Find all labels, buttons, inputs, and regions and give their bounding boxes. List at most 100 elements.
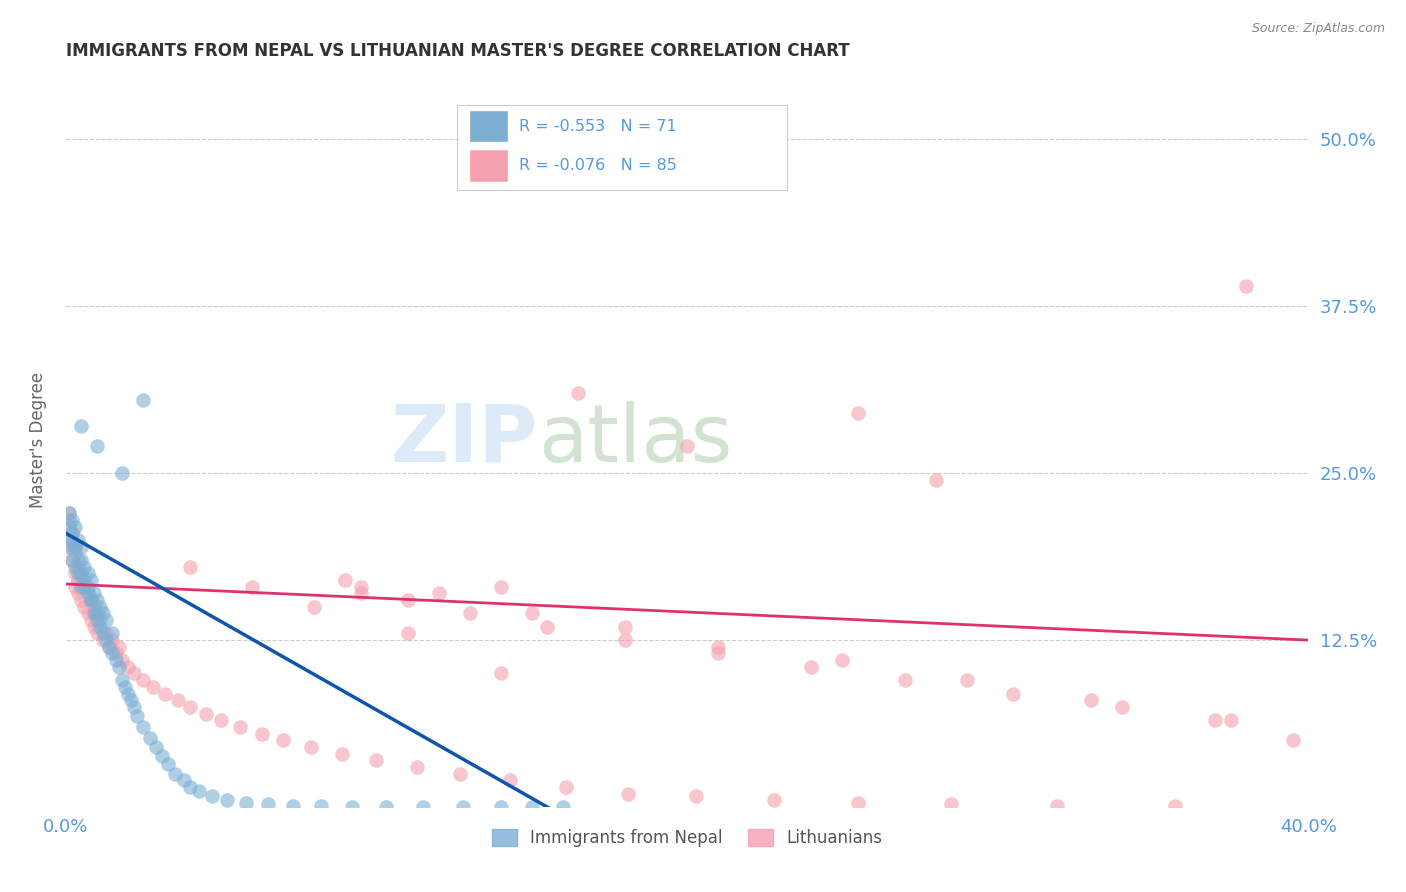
Point (201, 789, 224, 804)
Point (405, 760, 427, 774)
Point (412, 800, 434, 814)
Point (142, 680, 165, 694)
Point (179, 780, 201, 794)
Point (70, 540, 93, 554)
Point (117, 660, 139, 674)
Point (209, 713, 232, 727)
Point (104, 653, 127, 667)
Point (73, 580, 96, 594)
Point (614, 633, 637, 648)
Point (536, 620, 558, 634)
Point (330, 747, 353, 761)
Point (58, 506, 80, 520)
Point (350, 586, 373, 600)
Point (73, 559, 96, 574)
Text: atlas: atlas (538, 401, 733, 479)
Point (617, 787, 640, 801)
Point (86, 613, 108, 627)
Point (941, 797, 963, 812)
Point (67, 553, 90, 567)
Point (132, 720, 155, 734)
Point (79, 613, 101, 627)
FancyBboxPatch shape (470, 111, 508, 142)
Point (58, 540, 80, 554)
Point (1204, 713, 1226, 727)
Point (70, 593, 93, 607)
Point (60, 533, 83, 547)
Point (70, 580, 93, 594)
Point (1164, 798, 1187, 813)
Point (396, 626, 419, 640)
Point (138, 731, 160, 745)
Point (449, 766, 471, 780)
Point (676, 439, 699, 453)
Point (117, 686, 139, 700)
Point (70, 419, 93, 434)
Point (83, 607, 105, 621)
Point (67, 573, 90, 587)
Point (120, 693, 142, 707)
Point (335, 573, 357, 587)
Point (63, 566, 86, 581)
Point (1234, 279, 1257, 293)
Point (70, 566, 93, 581)
Point (83, 599, 105, 614)
Point (70, 566, 93, 581)
Point (58, 533, 80, 547)
Text: ZIP: ZIP (391, 401, 538, 479)
Point (58, 506, 80, 520)
Point (309, 798, 332, 813)
Point (157, 757, 180, 772)
Point (86, 626, 108, 640)
Point (63, 540, 86, 554)
Point (73, 580, 96, 594)
Point (76, 586, 98, 600)
Point (173, 773, 195, 788)
Point (101, 626, 124, 640)
Point (111, 673, 134, 688)
Point (76, 586, 98, 600)
Point (229, 720, 252, 734)
Point (86, 593, 108, 607)
Point (1080, 693, 1102, 707)
Point (179, 559, 201, 574)
Point (396, 593, 419, 607)
Point (76, 607, 98, 621)
Point (63, 580, 86, 594)
FancyBboxPatch shape (457, 105, 786, 190)
Point (101, 647, 124, 661)
Point (217, 793, 239, 807)
Point (63, 559, 86, 574)
Point (127, 709, 149, 723)
Point (76, 580, 98, 594)
Point (1111, 699, 1133, 714)
Point (1219, 713, 1241, 727)
Point (489, 666, 512, 681)
Point (60, 553, 83, 567)
Point (60, 513, 83, 527)
Point (155, 686, 177, 700)
Point (489, 800, 512, 814)
Point (67, 566, 90, 581)
Point (707, 640, 730, 654)
Point (299, 739, 322, 754)
Point (235, 796, 257, 810)
Point (79, 593, 101, 607)
Point (567, 386, 589, 401)
Point (89, 613, 111, 627)
Point (179, 699, 201, 714)
Point (166, 693, 188, 707)
Point (107, 660, 129, 674)
Point (79, 593, 101, 607)
Point (91, 626, 114, 640)
Point (250, 726, 273, 740)
Point (91, 633, 114, 648)
Point (67, 533, 90, 547)
Point (83, 586, 105, 600)
Point (614, 620, 637, 634)
Point (96, 626, 118, 640)
Text: IMMIGRANTS FROM NEPAL VS LITHUANIAN MASTER'S DEGREE CORRELATION CHART: IMMIGRANTS FROM NEPAL VS LITHUANIAN MAST… (66, 42, 849, 60)
Point (60, 540, 83, 554)
Point (150, 749, 173, 764)
Point (58, 519, 80, 533)
